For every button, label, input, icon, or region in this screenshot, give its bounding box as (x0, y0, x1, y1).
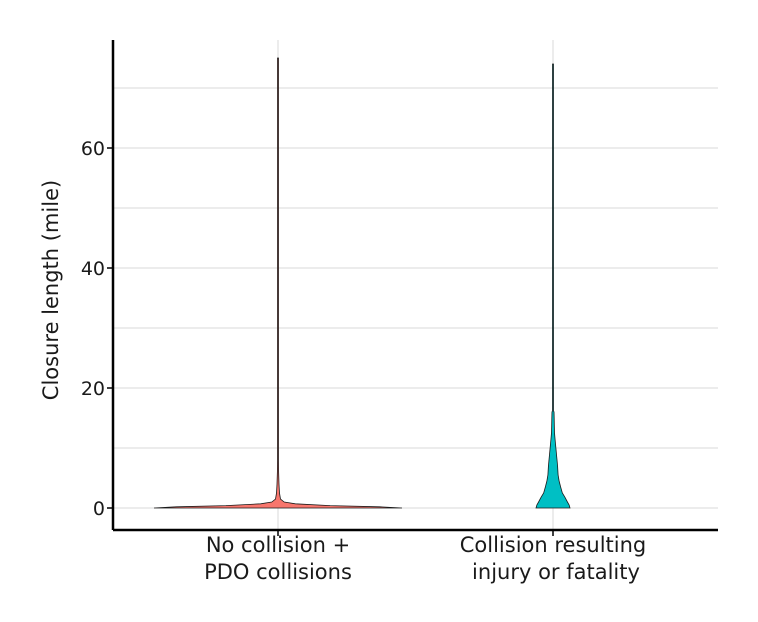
x-category-label: Collision resulting (460, 533, 647, 557)
violin-collision-injury (535, 63, 571, 509)
violins (153, 57, 571, 509)
y-tick-labels: 0 20 40 60 (81, 138, 113, 520)
x-category-labels: No collision + PDO collisions Collision re… (204, 530, 646, 584)
y-tick-label: 40 (81, 258, 105, 280)
y-tick-label: 0 (93, 498, 105, 520)
violin-no-collision (153, 57, 403, 509)
x-category-label: No collision + (206, 533, 350, 557)
axes (111, 40, 718, 532)
x-category-label: injury or fatality (472, 560, 640, 584)
y-axis-title: Closure length (mile) (39, 180, 63, 400)
y-tick-label: 20 (81, 378, 105, 400)
x-category-label: PDO collisions (204, 560, 352, 584)
gridlines (113, 40, 718, 530)
y-tick-label: 60 (81, 138, 105, 160)
